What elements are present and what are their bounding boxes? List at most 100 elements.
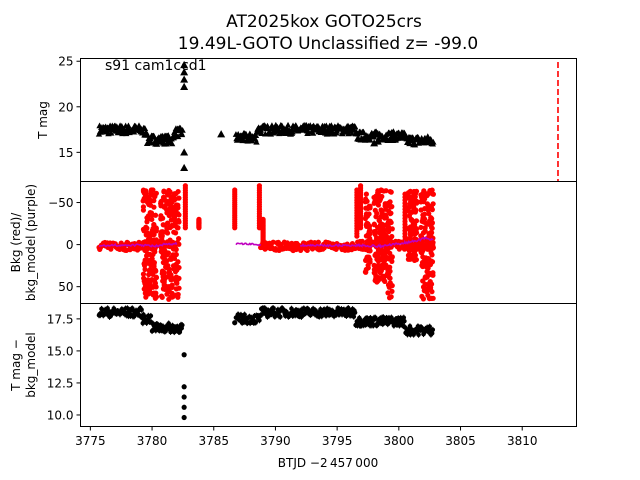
bkg-point bbox=[367, 203, 373, 209]
bkg-point bbox=[232, 187, 238, 193]
bkg-point bbox=[176, 285, 182, 291]
bkg-point bbox=[387, 275, 393, 281]
bkg-point bbox=[359, 238, 365, 244]
diff-point bbox=[148, 313, 154, 319]
mag-point bbox=[171, 129, 178, 135]
x-axis-label: BTJD −2 457 000 bbox=[278, 456, 378, 470]
panel-diff-frame bbox=[80, 303, 577, 427]
mag-point bbox=[284, 121, 292, 128]
bkg-point bbox=[176, 219, 182, 225]
ylabel-line: T mag bbox=[36, 101, 50, 140]
bkg-point bbox=[402, 191, 408, 197]
bkg-point bbox=[169, 282, 175, 288]
diff-point bbox=[139, 307, 144, 313]
bkg-point bbox=[383, 188, 389, 194]
mag-outlier-point bbox=[180, 148, 189, 156]
bkg-point bbox=[164, 220, 171, 226]
diff-point bbox=[429, 330, 435, 336]
panel-mag-yticks: 15 20 25 bbox=[58, 55, 81, 160]
bkg-point bbox=[176, 195, 182, 201]
bkg-point bbox=[389, 283, 395, 289]
bkg-point bbox=[429, 289, 435, 295]
panel-mag-data bbox=[95, 60, 559, 181]
bkg-point bbox=[160, 215, 166, 221]
mag-point bbox=[125, 122, 132, 129]
ytick-label: 10.0 bbox=[47, 408, 74, 422]
bkg-point bbox=[367, 227, 373, 233]
bkg-point bbox=[365, 265, 371, 271]
diff-point bbox=[242, 312, 247, 317]
diff-point bbox=[427, 324, 432, 329]
bkg-point bbox=[383, 249, 389, 255]
bkg-point bbox=[176, 275, 182, 281]
diff-point bbox=[401, 315, 407, 320]
diff-outlier-point bbox=[232, 320, 238, 326]
diff-point bbox=[271, 306, 276, 311]
diff-point bbox=[179, 322, 185, 328]
bkg-point bbox=[425, 246, 431, 252]
mag-point bbox=[360, 128, 367, 135]
bkg-point bbox=[149, 256, 155, 262]
bkg-point bbox=[430, 191, 436, 197]
ylabel-line: T mag − bbox=[9, 339, 23, 392]
ytick-label: 15 bbox=[58, 146, 73, 160]
diff-point bbox=[358, 317, 363, 323]
bkg-point bbox=[389, 254, 395, 260]
mag-point bbox=[174, 133, 182, 140]
bkg-point bbox=[161, 188, 167, 194]
mag-point bbox=[151, 134, 158, 140]
bkg-point bbox=[161, 270, 167, 276]
bkg-point bbox=[152, 212, 159, 218]
bkg-point bbox=[151, 204, 157, 210]
bkg-point bbox=[382, 278, 388, 284]
panel-mag: 15 20 25 s91 cam1ccd1 T mag bbox=[36, 55, 577, 182]
bkg-point bbox=[389, 204, 395, 210]
xtick-label: 3805 bbox=[445, 434, 476, 448]
mag-outlier-point bbox=[180, 68, 189, 76]
bkg-point bbox=[166, 266, 172, 272]
bkg-point bbox=[260, 216, 266, 222]
bkg-point bbox=[366, 211, 372, 217]
diff-point bbox=[278, 314, 283, 320]
bkg-point bbox=[430, 239, 436, 246]
mag-point bbox=[252, 132, 260, 139]
bkg-point bbox=[387, 199, 393, 205]
mag-point bbox=[411, 141, 419, 148]
mag-outlier-point bbox=[180, 163, 189, 172]
panel-diff-yticks: 10.0 12.5 15.0 17.5 bbox=[47, 312, 81, 422]
diff-outlier-point bbox=[181, 394, 187, 400]
panel-annotation: s91 cam1ccd1 bbox=[105, 58, 207, 74]
bkg-point bbox=[158, 198, 165, 204]
diff-point bbox=[407, 323, 413, 329]
bkg-point bbox=[428, 281, 435, 287]
xtick-label: 3775 bbox=[75, 434, 106, 448]
bkg-point bbox=[429, 207, 435, 213]
ytick-label: −50 bbox=[48, 196, 73, 210]
xtick-label: 3780 bbox=[137, 434, 168, 448]
mag-point bbox=[168, 140, 176, 147]
bkg-point bbox=[407, 236, 414, 242]
bkg-point bbox=[176, 241, 182, 247]
bkg-point bbox=[412, 194, 418, 200]
mag-point bbox=[264, 122, 271, 129]
diff-outlier-point bbox=[181, 414, 187, 421]
bkg-point bbox=[367, 235, 373, 241]
bkg-point bbox=[367, 248, 373, 254]
mag-outlier-point bbox=[217, 130, 226, 138]
panel-bkg: 50 0 −50 Bkg (red)/bkg_model (purple) bbox=[9, 181, 577, 304]
bkg-point bbox=[413, 218, 420, 224]
bkg-point bbox=[430, 243, 436, 250]
bkg-point bbox=[175, 259, 181, 265]
bkg-point bbox=[414, 200, 420, 206]
bkg-point bbox=[108, 246, 114, 252]
diff-outlier-point bbox=[181, 384, 187, 390]
bkg-point bbox=[153, 226, 159, 232]
bkg-point bbox=[153, 237, 159, 243]
diff-outlier-point bbox=[181, 352, 187, 358]
panel-bkg-data bbox=[96, 183, 436, 302]
ytick-label: 15.0 bbox=[47, 344, 74, 358]
title-line-2: 19.49L-GOTO Unclassified z= -99.0 bbox=[178, 34, 478, 54]
bkg-point bbox=[413, 188, 420, 194]
bkg-point bbox=[429, 216, 435, 222]
